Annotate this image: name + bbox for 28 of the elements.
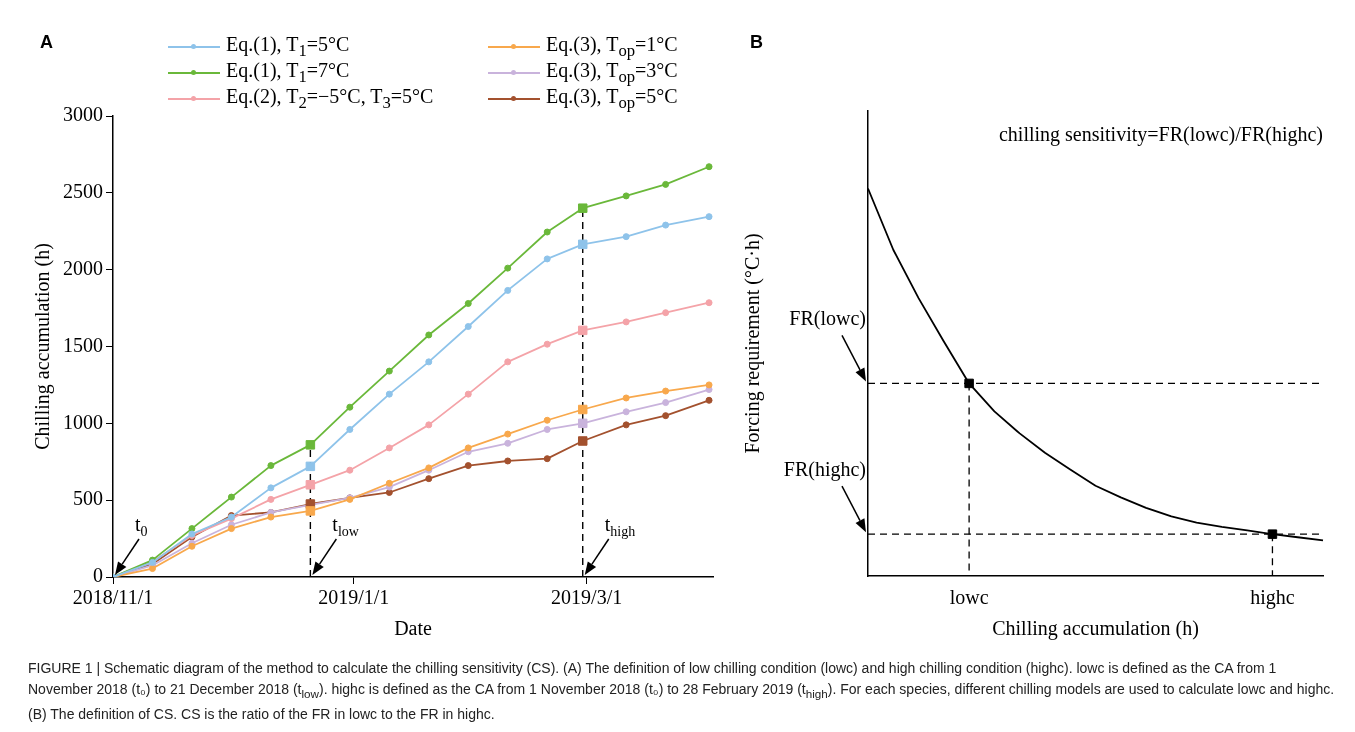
x-tick-label: 2019/3/1 <box>551 586 623 609</box>
y-tick-label: 2000 <box>63 256 103 279</box>
y-tick-label: 0 <box>93 564 103 587</box>
y-axis-title: Forcing requirement (°C·h) <box>741 233 765 454</box>
y-tick-label: 1000 <box>63 410 103 433</box>
y-axis-title: Chilling accumulation (h) <box>31 243 55 450</box>
ref-line-label: FR(lowc) <box>789 307 867 331</box>
legend-label: Eq.(1), T$_{1}$=7°C <box>226 59 350 86</box>
legend-label: Eq.(1), T$_{1}$=5°C <box>226 33 350 60</box>
ref-line-label: FR(highc) <box>783 458 866 482</box>
x-axis-title: Date <box>394 617 432 640</box>
y-tick-label: 1500 <box>63 333 103 356</box>
text: FIGURE 1 | Schematic diagram of the method to calculate the chilling sensitivity (CS). (A) The definition of low chilling condition (lowc) and high chilling condition (highc). lowc is defined as the CA from 1 November 2018 (t₀) to 21 December 2018 (t$_{low}$). highc is defined as the CA from 1 November 2018 (t₀) to 28 February 2019 (t$_{high}$). For each species, different chilling models are used to calculate lowc and highc. (B) The definition of CS. CS is the ratio of the FR in lowc to the FR in highc. <box>28 660 1335 722</box>
x-tick-label: 2019/1/1 <box>318 586 390 609</box>
text: chilling sensitivity=FR(lowc)/FR(highc) <box>998 123 1323 146</box>
legend-label: Eq.(3), T$_{op}$=3°C <box>546 59 678 86</box>
y-tick-label: 500 <box>73 487 103 510</box>
x-axis-title: Chilling accumulation (h) <box>992 617 1199 641</box>
x-tick-label: highc <box>1250 586 1295 610</box>
chart-title: A <box>40 32 53 53</box>
legend-label: Eq.(3), T$_{op}$=5°C <box>546 85 678 113</box>
legend-label: Eq.(2), T$_{2}$=−5°C, T$_{3}$=5°C <box>226 85 434 113</box>
x-tick-label: lowc <box>949 586 989 609</box>
x-tick-label: 2018/11/1 <box>72 586 154 609</box>
chart-title: B <box>750 32 763 53</box>
legend-label: Eq.(3), T$_{op}$=1°C <box>546 33 678 60</box>
y-tick-label: 2500 <box>63 180 103 203</box>
y-tick-label: 3000 <box>63 103 103 126</box>
